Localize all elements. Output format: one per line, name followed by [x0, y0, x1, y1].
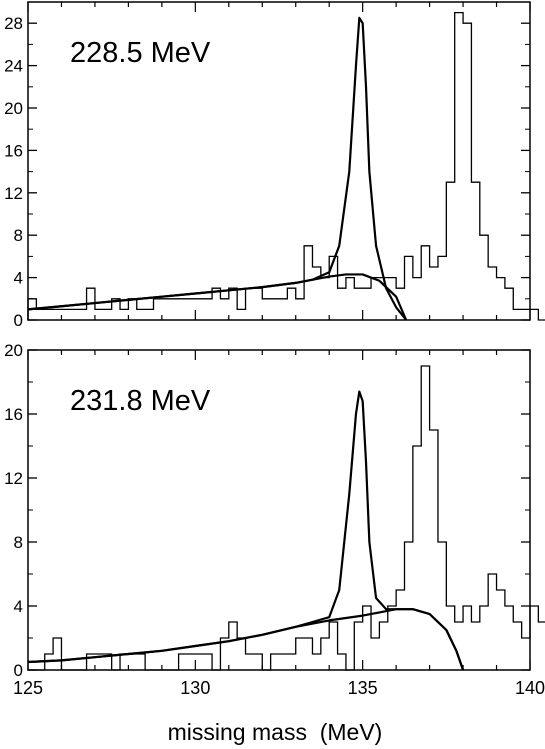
- y-tick-label: 8: [14, 533, 23, 552]
- curve-fit: [27, 390, 465, 671]
- y-tick-label: 4: [14, 597, 23, 616]
- y-tick-label: 16: [4, 405, 23, 424]
- x-tick-label: 135: [348, 678, 378, 698]
- y-tick-label: 0: [14, 661, 23, 680]
- plot-frame: [27, 1, 531, 321]
- y-tick-label: 20: [4, 99, 23, 118]
- curve-background: [27, 608, 465, 671]
- panel-annotation: 231.8 MeV: [70, 385, 211, 417]
- panel-annotation: 228.5 MeV: [70, 37, 211, 69]
- y-tick-label: 12: [4, 184, 23, 203]
- x-axis-label: missing mass (MeV): [168, 719, 383, 745]
- y-tick-label: 20: [4, 341, 23, 360]
- x-axis: 125 130 135 140: [13, 678, 545, 698]
- curve-background: [27, 273, 408, 321]
- top-panel: 0 4 8 12 16 20 24 28 228.5 MeV: [4, 1, 545, 330]
- y-tick-label: 24: [4, 57, 23, 76]
- x-tick-label: 140: [515, 678, 545, 698]
- x-tick-label: 130: [180, 678, 210, 698]
- x-tick-label: 125: [13, 678, 43, 698]
- y-tick-label: 4: [14, 269, 23, 288]
- y-tick-label: 8: [14, 226, 23, 245]
- y-tick-label: 28: [4, 14, 23, 33]
- y-tick-label: 0: [14, 311, 23, 330]
- y-tick-label: 16: [4, 141, 23, 160]
- y-tick-label: 12: [4, 469, 23, 488]
- bottom-panel: 0 4 8 12 16 20 231.8 MeV: [4, 341, 545, 680]
